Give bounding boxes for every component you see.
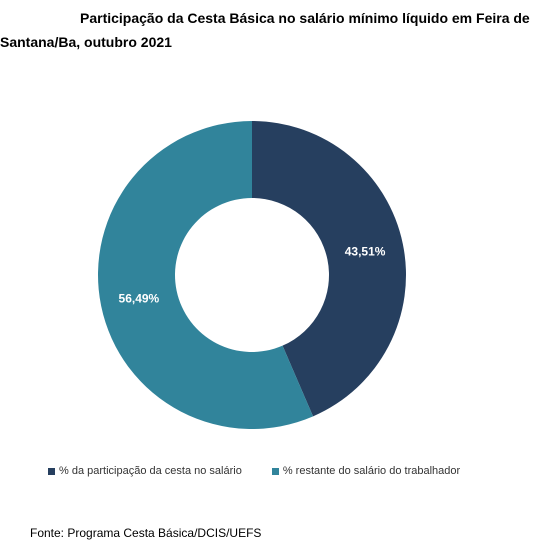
slice-label-restante: 56,49%	[119, 291, 160, 305]
slice-restante	[98, 121, 314, 429]
donut-chart: 43,51% 56,49%	[98, 121, 407, 429]
slice-cesta	[252, 121, 407, 417]
slice-label-cesta: 43,51%	[345, 245, 386, 259]
legend-item-cesta: % da participação da cesta no salário	[48, 465, 242, 477]
legend-label-cesta: % da participação da cesta no salário	[59, 465, 242, 477]
legend-swatch-cesta	[48, 467, 55, 475]
legend-item-restante: % restante do salário do trabalhador	[271, 465, 461, 477]
legend-swatch-restante	[271, 467, 279, 475]
legend-label-restante: % restante do salário do trabalhador	[282, 465, 461, 477]
chart-title: Participação da Cesta Básica no salário …	[0, 10, 530, 50]
chart-legend: % da participação da cesta no salário % …	[48, 465, 490, 477]
source-note: Fonte: Programa Cesta Básica/DCIS/UEFS	[30, 526, 262, 540]
